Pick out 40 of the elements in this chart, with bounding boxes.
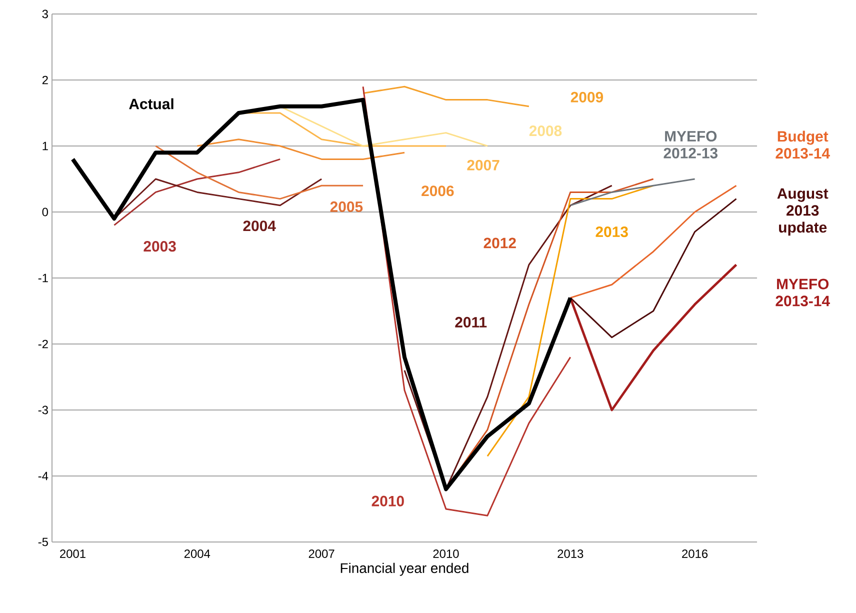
text: MYEFO 2013-14	[776, 278, 830, 306]
x-axis-title: Financial year ended	[340, 562, 468, 576]
y-tick-label: -3	[38, 406, 48, 414]
x-tick-label: 2016	[682, 550, 708, 558]
y-tick-label: 2	[42, 76, 48, 84]
series-label: 2007	[467, 160, 500, 170]
line-series	[569, 264, 738, 412]
y-tick-label: -2	[38, 340, 48, 348]
text: 2003	[144, 241, 176, 252]
text: 2008	[529, 126, 562, 136]
line-series	[196, 138, 406, 160]
y-tick-label: -5	[38, 538, 48, 546]
line-series	[570, 184, 738, 299]
text: Actual	[129, 98, 174, 110]
y-tick-label: -4	[38, 472, 48, 480]
series-label: 2005	[330, 201, 363, 212]
text: 2006	[422, 186, 454, 196]
series-label: 2004	[243, 220, 276, 232]
line-series	[154, 145, 364, 200]
x-tick-label: 2007	[308, 550, 334, 558]
y-tick-label: 0	[42, 208, 48, 216]
y-tick-label: -1	[38, 274, 48, 282]
series-label: 2011	[455, 316, 487, 328]
series-label: 2013	[596, 226, 628, 238]
line-series	[570, 178, 696, 206]
y-tick-label: 3	[42, 10, 48, 18]
text: 2009	[570, 92, 604, 102]
text: 2010	[372, 496, 404, 506]
text: 2012	[484, 238, 516, 248]
line-series	[70, 98, 572, 492]
text: Budget 2013-14	[776, 130, 830, 159]
x-tick-label: 2013	[558, 550, 584, 558]
line-series	[570, 198, 738, 338]
series-label: MYEFO 2012-13	[664, 130, 718, 158]
y-tick-label: 1	[42, 142, 48, 150]
line-series	[362, 86, 530, 108]
x-tick-label: 2010	[433, 550, 459, 558]
x-tick-label: 2001	[60, 550, 86, 558]
text: August 2013 update	[777, 188, 828, 236]
x-tick-label: 2004	[184, 550, 210, 558]
